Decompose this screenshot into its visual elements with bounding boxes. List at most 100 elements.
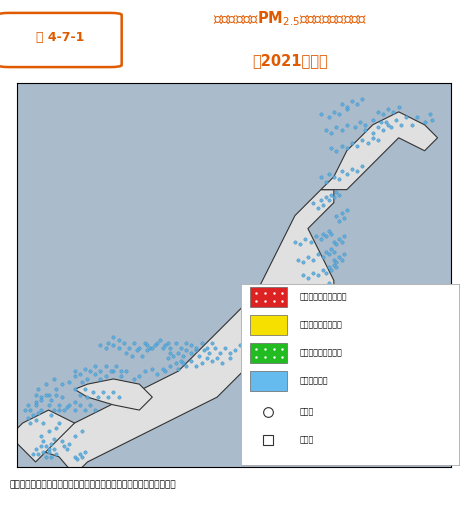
Point bbox=[322, 297, 330, 305]
Point bbox=[177, 357, 184, 365]
Point bbox=[71, 385, 78, 393]
Point bbox=[260, 321, 268, 329]
Point bbox=[227, 349, 234, 357]
Point bbox=[148, 365, 156, 373]
Point bbox=[81, 365, 88, 373]
Point bbox=[104, 339, 112, 347]
Point bbox=[84, 375, 91, 383]
Point bbox=[154, 339, 161, 347]
Point bbox=[299, 299, 307, 308]
Point bbox=[328, 129, 335, 137]
Point bbox=[358, 136, 366, 144]
Point bbox=[47, 440, 55, 448]
Point bbox=[328, 321, 335, 329]
Point bbox=[294, 323, 301, 331]
Point bbox=[125, 344, 133, 352]
Point bbox=[52, 424, 60, 432]
Point bbox=[32, 401, 39, 409]
Point bbox=[286, 313, 293, 321]
Point bbox=[353, 141, 361, 149]
Point bbox=[296, 313, 304, 321]
Point bbox=[200, 346, 208, 355]
Point bbox=[374, 108, 382, 116]
Polygon shape bbox=[74, 379, 152, 410]
Point bbox=[408, 121, 416, 129]
Point bbox=[353, 100, 361, 108]
Point bbox=[387, 123, 395, 131]
Point bbox=[291, 305, 299, 313]
Point bbox=[146, 344, 154, 352]
Point bbox=[73, 456, 81, 464]
Point bbox=[335, 235, 343, 243]
Point bbox=[92, 370, 99, 378]
Point bbox=[392, 116, 400, 124]
Point bbox=[216, 349, 224, 357]
Point bbox=[45, 445, 52, 453]
Point bbox=[32, 398, 39, 407]
Point bbox=[322, 232, 330, 240]
Point bbox=[286, 289, 293, 297]
Point bbox=[309, 297, 317, 305]
Point bbox=[322, 178, 330, 186]
Point bbox=[257, 341, 265, 349]
Point bbox=[335, 175, 343, 183]
Point bbox=[27, 406, 34, 414]
Point bbox=[71, 367, 78, 375]
Point bbox=[71, 372, 78, 380]
Point bbox=[213, 354, 221, 362]
Point bbox=[369, 134, 376, 142]
Point bbox=[402, 113, 410, 121]
Point bbox=[374, 123, 382, 131]
Point bbox=[86, 367, 94, 375]
Point bbox=[227, 354, 234, 362]
Point bbox=[115, 336, 122, 344]
Point bbox=[148, 344, 156, 352]
Point bbox=[175, 365, 182, 373]
Point bbox=[131, 375, 138, 383]
Point bbox=[317, 111, 325, 119]
Point bbox=[141, 339, 148, 347]
Point bbox=[301, 331, 309, 339]
Point bbox=[325, 292, 332, 300]
Point bbox=[322, 284, 330, 292]
Point bbox=[242, 344, 249, 352]
Point bbox=[312, 287, 320, 295]
Point bbox=[35, 450, 42, 458]
Point bbox=[291, 292, 299, 300]
Point bbox=[348, 139, 356, 147]
Point bbox=[271, 321, 278, 329]
Point bbox=[353, 168, 361, 176]
Point bbox=[358, 162, 366, 170]
Point bbox=[320, 253, 327, 261]
Point bbox=[81, 406, 88, 414]
Point bbox=[92, 406, 99, 414]
Point bbox=[71, 432, 78, 440]
Point bbox=[89, 388, 96, 396]
Point bbox=[117, 367, 125, 375]
Point bbox=[307, 284, 314, 292]
Point bbox=[47, 452, 55, 461]
Point bbox=[99, 388, 107, 396]
Text: 一般局: 一般局 bbox=[300, 408, 314, 417]
Point bbox=[94, 393, 102, 401]
Point bbox=[45, 427, 52, 435]
Text: 図 4-7-1: 図 4-7-1 bbox=[36, 31, 84, 44]
Text: 短期基準のみ非達成: 短期基準のみ非達成 bbox=[300, 348, 343, 357]
Point bbox=[71, 398, 78, 407]
Point bbox=[79, 378, 86, 386]
Point bbox=[255, 315, 263, 323]
Point bbox=[167, 362, 174, 370]
Point bbox=[180, 351, 187, 360]
Point bbox=[284, 323, 291, 331]
Point bbox=[286, 302, 293, 311]
Point bbox=[395, 103, 402, 111]
Point bbox=[55, 406, 63, 414]
Point bbox=[385, 121, 392, 129]
Point bbox=[382, 118, 389, 126]
Point bbox=[110, 367, 117, 375]
Bar bbox=[250, 315, 287, 335]
Point bbox=[325, 227, 332, 235]
Point bbox=[239, 354, 247, 362]
Point bbox=[58, 380, 66, 388]
Point bbox=[284, 336, 291, 344]
